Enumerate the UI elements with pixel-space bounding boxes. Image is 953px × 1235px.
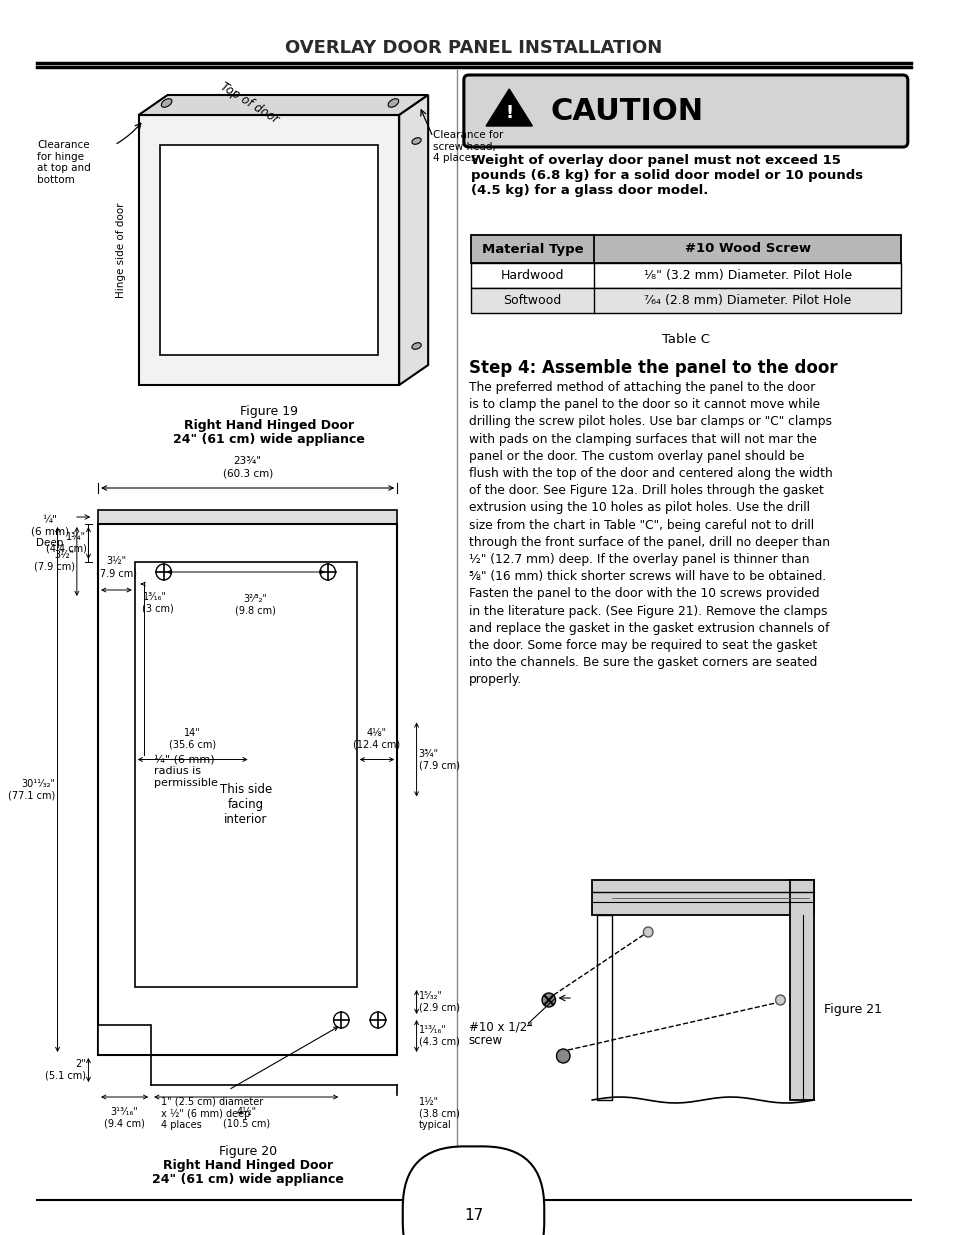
Text: Step 4: Assemble the panel to the door: Step 4: Assemble the panel to the door	[468, 359, 837, 377]
Ellipse shape	[412, 138, 421, 144]
Text: !: !	[505, 104, 513, 122]
Text: Figure 20: Figure 20	[218, 1145, 276, 1158]
Text: screw: screw	[468, 1034, 502, 1047]
Text: 3¾"
(7.9 cm): 3¾" (7.9 cm)	[418, 748, 459, 771]
Bar	[789, 881, 813, 1100]
Text: 1⁵⁄₃₂"
(2.9 cm): 1⁵⁄₃₂" (2.9 cm)	[418, 992, 459, 1013]
Ellipse shape	[388, 99, 398, 107]
Text: Right Hand Hinged Door: Right Hand Hinged Door	[162, 1158, 333, 1172]
Text: Hinge side of door: Hinge side of door	[116, 203, 126, 298]
Polygon shape	[485, 89, 532, 126]
Bar	[470, 263, 901, 288]
Text: ⁷⁄₆₄ (2.8 mm) Diameter. Pilot Hole: ⁷⁄₆₄ (2.8 mm) Diameter. Pilot Hole	[643, 294, 850, 308]
Bar	[160, 144, 377, 354]
Text: 24" (61 cm) wide appliance: 24" (61 cm) wide appliance	[152, 1173, 343, 1186]
Polygon shape	[138, 95, 428, 115]
Text: CAUTION: CAUTION	[550, 96, 703, 126]
Text: 3½"
(7.9 cm): 3½" (7.9 cm)	[96, 557, 137, 578]
Circle shape	[775, 995, 784, 1005]
Text: 1³⁄₁₆"
(3 cm): 1³⁄₁₆" (3 cm)	[142, 592, 174, 614]
Text: 17: 17	[463, 1208, 482, 1223]
Text: 30¹¹⁄₃₂"
(77.1 cm): 30¹¹⁄₃₂" (77.1 cm)	[9, 779, 55, 800]
Polygon shape	[138, 115, 398, 385]
Ellipse shape	[412, 342, 421, 350]
Text: 14"
(35.6 cm): 14" (35.6 cm)	[169, 727, 216, 750]
Bar	[98, 1025, 151, 1055]
Text: 2"
(5.1 cm): 2" (5.1 cm)	[46, 1060, 87, 1081]
Bar	[597, 915, 611, 1100]
Text: 23¾"
(60.3 cm): 23¾" (60.3 cm)	[222, 457, 273, 478]
Text: Figure 21: Figure 21	[823, 1004, 881, 1016]
Text: Right Hand Hinged Door: Right Hand Hinged Door	[184, 419, 354, 432]
Text: Figure 19: Figure 19	[239, 405, 297, 417]
Polygon shape	[398, 95, 428, 385]
Text: Material Type: Material Type	[481, 242, 582, 256]
Text: Clearance
for hinge
at top and
bottom: Clearance for hinge at top and bottom	[37, 140, 91, 185]
Circle shape	[556, 1049, 570, 1063]
Circle shape	[541, 993, 555, 1007]
Text: 3½"
(7.9 cm): 3½" (7.9 cm)	[34, 551, 75, 572]
Text: This side
facing
interior: This side facing interior	[219, 783, 272, 826]
Bar	[470, 288, 901, 312]
Text: Weight of overlay door panel must not exceed 15
pounds (6.8 kg) for a solid door: Weight of overlay door panel must not ex…	[470, 154, 862, 198]
Text: 1¹³⁄₁₆"
(4.3 cm): 1¹³⁄₁₆" (4.3 cm)	[418, 1025, 459, 1047]
Text: 3²⁄³₂"
(9.8 cm): 3²⁄³₂" (9.8 cm)	[234, 594, 275, 615]
Text: 24" (61 cm) wide appliance: 24" (61 cm) wide appliance	[172, 433, 364, 446]
Text: ¼" (6 mm)
radius is
permissible: ¼" (6 mm) radius is permissible	[153, 755, 217, 788]
Text: Top of door: Top of door	[218, 80, 281, 126]
Text: 4⅛"
(12.4 cm): 4⅛" (12.4 cm)	[353, 727, 400, 750]
Text: 1" (2.5 cm) diameter
x ½" (6 mm) deep
4 places: 1" (2.5 cm) diameter x ½" (6 mm) deep 4 …	[161, 1097, 263, 1130]
Bar	[98, 524, 396, 1055]
Text: ¹⁄₈" (3.2 mm) Diameter. Pilot Hole: ¹⁄₈" (3.2 mm) Diameter. Pilot Hole	[643, 269, 851, 282]
Text: 1½"
(3.8 cm)
typical: 1½" (3.8 cm) typical	[418, 1097, 459, 1130]
FancyBboxPatch shape	[463, 75, 907, 147]
Text: Softwood: Softwood	[503, 294, 561, 308]
Text: ¼"
(6 mm)
Deep: ¼" (6 mm) Deep	[30, 515, 69, 548]
Text: Table C: Table C	[661, 333, 709, 346]
Bar	[98, 510, 396, 524]
Text: Hardwood: Hardwood	[500, 269, 563, 282]
Bar	[134, 562, 356, 987]
Text: #10 x 1/2": #10 x 1/2"	[468, 1020, 532, 1032]
Text: The preferred method of attaching the panel to the door
is to clamp the panel to: The preferred method of attaching the pa…	[468, 382, 832, 687]
Bar	[470, 235, 901, 263]
Text: OVERLAY DOOR PANEL INSTALLATION: OVERLAY DOOR PANEL INSTALLATION	[285, 40, 661, 57]
Ellipse shape	[161, 99, 172, 107]
Bar	[592, 881, 813, 915]
Circle shape	[642, 927, 653, 937]
Text: #10 Wood Screw: #10 Wood Screw	[684, 242, 810, 256]
Text: Clearance for
screw head,
4 places: Clearance for screw head, 4 places	[433, 130, 503, 163]
Text: 1¾"
(4.4 cm): 1¾" (4.4 cm)	[46, 532, 87, 553]
Text: 3¹³⁄₁₆"
(9.4 cm): 3¹³⁄₁₆" (9.4 cm)	[104, 1107, 145, 1129]
Text: 4½"
(10.5 cm): 4½" (10.5 cm)	[222, 1107, 270, 1129]
